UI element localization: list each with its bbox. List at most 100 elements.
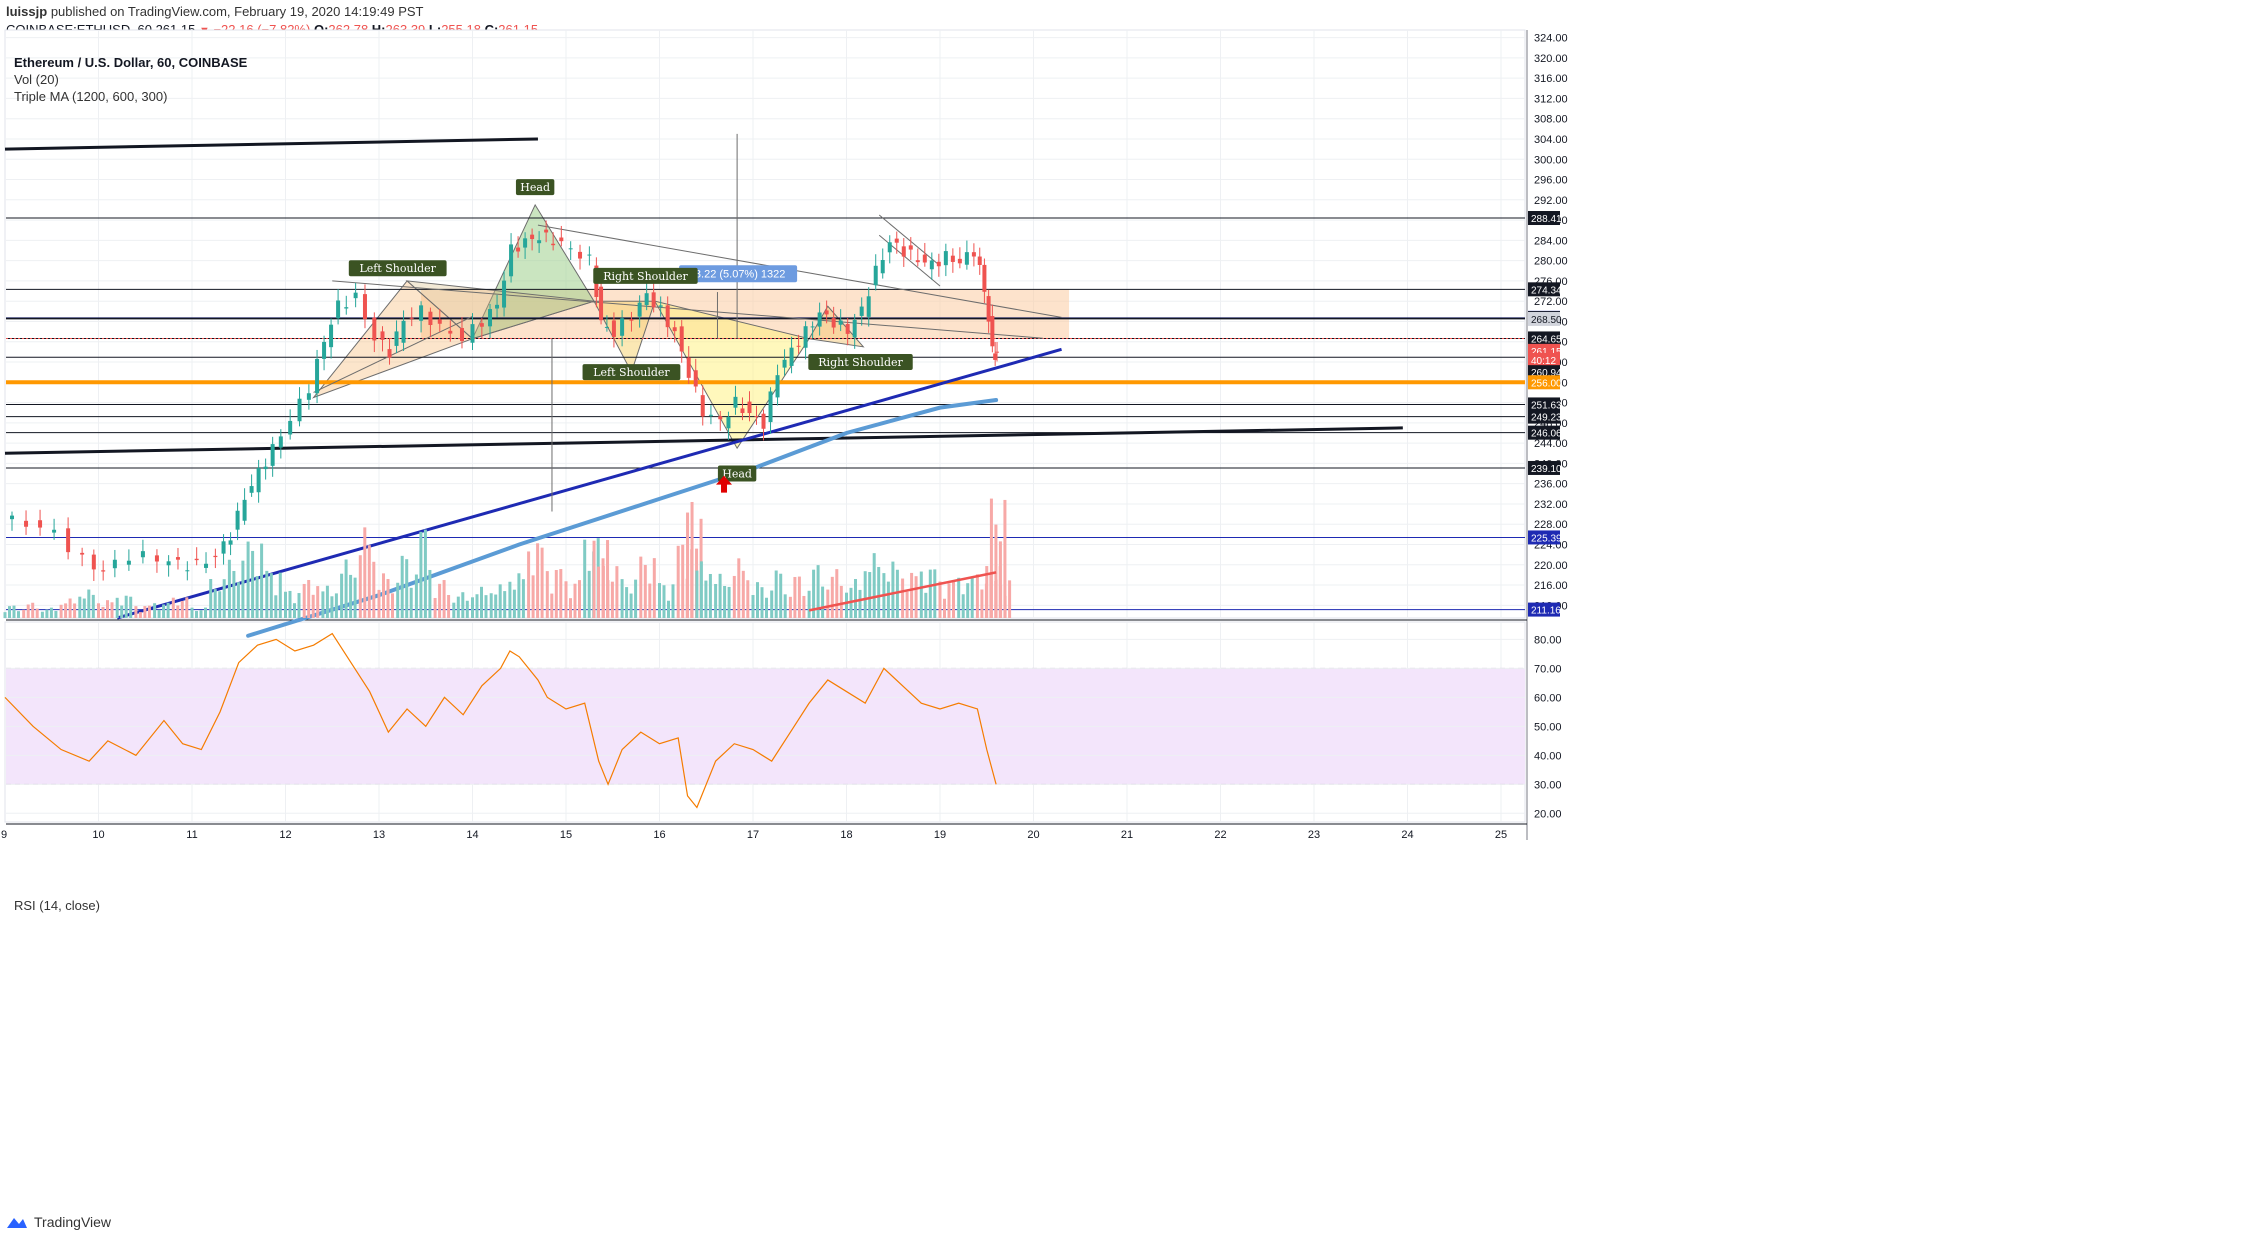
volume-bar [115,597,119,618]
y-tick-label: 280.00 [1534,256,1568,268]
volume-bar [124,595,128,618]
volume-bar [578,580,581,618]
candle-body [419,305,424,321]
volume-bar [68,598,72,618]
volume-bar [180,601,184,618]
volume-trendline [808,571,997,612]
x-tick-label: 11 [186,829,197,841]
volume-bar [353,577,357,618]
rsi-y-tick-label: 80.00 [1534,634,1562,646]
volume-bar [854,579,857,618]
price-axis-badge-label: 211.16 [1531,606,1561,617]
volume-bar [564,581,568,618]
volume-bar [508,581,512,618]
volume-bar [232,570,236,618]
volume-bar [134,606,138,618]
volume-bar [218,591,222,618]
volume-bar [447,595,451,618]
volume-bar [877,566,881,618]
volume-bar [835,569,839,618]
volume-bar [372,561,376,618]
legend-volume[interactable]: Vol (20) [14,72,59,87]
candle-body [448,330,453,334]
volume-bar [409,587,413,618]
price-axis-badge-label: 249.23 [1531,413,1562,424]
y-tick-label: 272.00 [1534,296,1568,308]
footer-brand[interactable]: TradingView [6,1214,111,1230]
candle-body [537,240,542,244]
price-axis-badge [1528,375,1560,390]
volume-bar [475,594,479,618]
candle-body [789,347,794,366]
candle-body [708,414,713,416]
volume-bar [195,611,198,618]
volume-bar [236,582,240,618]
candle-body [428,311,433,326]
candle-body [611,320,616,337]
x-tick-label: 16 [653,829,665,841]
x-tick-label: 23 [1308,829,1320,841]
volume-bar [484,595,488,618]
volume-bar [671,584,675,618]
volume-bar [465,600,469,618]
volume-bar [274,595,278,618]
volume-bar [97,603,100,618]
candle-body [993,353,998,360]
trendline-lower-1 [313,315,473,393]
legend-title[interactable]: Ethereum / U.S. Dollar, 60, COINBASE [14,55,248,70]
y-tick-label: 316.00 [1534,73,1568,85]
candle-body [322,341,327,359]
volume-bar [704,580,708,618]
volume-bar [442,580,446,618]
price-axis-badge [1528,460,1560,475]
candle-body [126,560,131,565]
volume-bar [129,596,133,618]
rsi-y-tick-label: 70.00 [1534,663,1562,675]
rsi-legend[interactable]: RSI (14, close) [14,898,100,913]
x-tick-label: 13 [373,829,385,841]
volume-bar [1003,595,1007,618]
volume-bar [428,569,432,618]
volume-bar [209,579,213,618]
volume-bar [54,610,58,618]
candle-body [957,258,962,264]
volume-bar [737,558,741,618]
footer-brand-text: TradingView [34,1214,112,1230]
volume-bar [643,564,647,618]
candle-body [509,244,514,277]
volume-bar [396,582,400,618]
candle-body [873,265,878,286]
volume-bar [905,591,909,618]
legend-ma[interactable]: Triple MA (1200, 600, 300) [14,89,168,104]
candle-body [213,555,218,558]
volume-bar [489,593,493,618]
volume-bar [559,569,563,618]
volume-bar [690,501,694,618]
volume-bar [91,594,95,618]
candle-body [629,319,634,321]
volume-bar [367,545,371,618]
volume-bar [812,569,816,618]
volume-bar [8,606,11,618]
rsi-y-tick-label: 30.00 [1534,779,1562,791]
price-axis-badge-label: 40:12 [1531,356,1556,367]
candle-body [658,305,663,307]
volume-bar [382,573,385,618]
x-tick-label: 15 [560,829,572,841]
publisher-name[interactable]: luissjp [6,4,48,19]
candle-body [768,391,773,423]
volume-bar [166,602,170,618]
volume-bar [461,592,465,618]
chart-legend: Ethereum / U.S. Dollar, 60, COINBASE Vol… [14,54,247,105]
volume-bar [143,606,147,618]
candle-body [754,416,759,418]
trendline-rising [116,347,1062,620]
pattern-label: Head [722,468,752,481]
volume-bar [87,589,91,618]
y-tick-label: 300.00 [1534,154,1568,166]
candle-body [922,254,927,263]
pattern-label: Head [520,181,550,194]
tradingview-logo-icon [7,1218,27,1228]
candle-body [887,242,892,253]
